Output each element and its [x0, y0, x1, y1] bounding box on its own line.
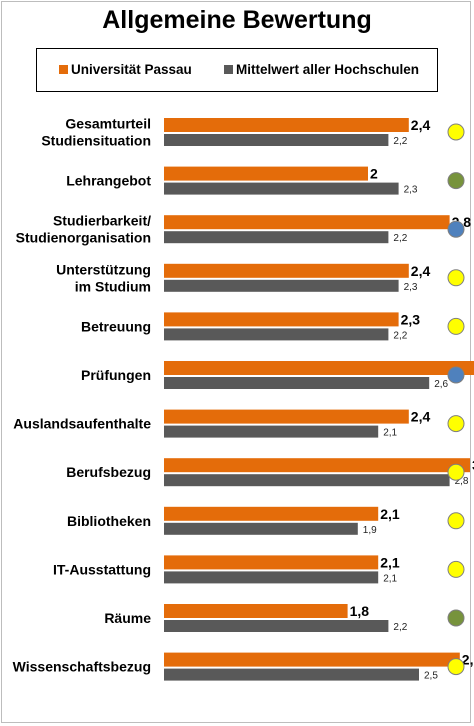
- category-label: IT-Ausstattung: [53, 561, 151, 577]
- bar-passau: [164, 652, 460, 667]
- bar-passau: [164, 361, 474, 375]
- rating-indicator-dot: [447, 560, 465, 578]
- rating-indicator-dot: [447, 220, 465, 238]
- bar-average: [164, 620, 389, 632]
- category-label: Wissenschaftsbezug: [13, 659, 151, 675]
- category-label: Studienorganisation: [16, 230, 151, 246]
- bar-passau: [164, 312, 399, 327]
- bar-average: [164, 279, 399, 292]
- category-label: Betreuung: [81, 318, 151, 334]
- data-label-average: 1,9: [363, 525, 377, 536]
- bar-average: [164, 522, 358, 535]
- bar-passau: [164, 506, 379, 521]
- bar-average: [164, 231, 389, 244]
- category-label: im Studium: [75, 278, 151, 294]
- data-label-average: 2,2: [393, 330, 407, 341]
- bar-passau: [164, 458, 470, 473]
- category-label: Prüfungen: [81, 367, 151, 383]
- data-label-passau: 2,4: [411, 117, 431, 133]
- data-label-average: 2,8: [455, 476, 469, 487]
- data-label-average: 2,2: [393, 136, 407, 147]
- data-label-average: 2,1: [383, 428, 397, 439]
- rating-indicator-dot: [447, 317, 465, 335]
- category-label: Bibliotheken: [67, 513, 151, 529]
- legend: Universität Passau Mittelwert aller Hoch…: [36, 48, 438, 92]
- data-label-passau: 3: [472, 457, 474, 473]
- bar-average: [164, 182, 399, 195]
- data-label-average: 2,2: [393, 233, 407, 244]
- data-label-passau: 2,4: [411, 263, 431, 279]
- rating-indicator-dot: [447, 123, 465, 141]
- data-label-passau: 1,8: [350, 603, 370, 619]
- bar-average: [164, 668, 419, 681]
- category-label: Lehrangebot: [66, 173, 151, 189]
- legend-item-passau: Universität Passau: [59, 62, 192, 77]
- data-label-passau: 2: [370, 166, 378, 182]
- bar-average: [164, 425, 379, 438]
- legend-swatch-average: [224, 65, 233, 74]
- rating-indicator-dot: [447, 609, 465, 627]
- data-label-average: 2,3: [404, 185, 418, 196]
- data-label-passau: 2,1: [380, 554, 400, 570]
- bar-average: [164, 134, 389, 146]
- category-label: Unterstützung: [56, 261, 151, 277]
- data-label-average: 2,2: [393, 622, 407, 633]
- data-label-average: 2,6: [434, 379, 448, 390]
- bar-average: [164, 328, 389, 341]
- bar-average: [164, 571, 379, 584]
- bar-passau: [164, 604, 348, 618]
- chart-title: Allgemeine Bewertung: [102, 6, 372, 34]
- legend-swatch-passau: [59, 65, 68, 74]
- legend-label-passau: Universität Passau: [71, 62, 192, 77]
- rating-indicator-dot: [447, 658, 465, 676]
- category-label: Räume: [104, 610, 151, 626]
- bar-average: [164, 474, 450, 487]
- rating-indicator-dot: [447, 269, 465, 287]
- data-label-passau: 2,1: [380, 506, 400, 522]
- bar-passau: [164, 409, 409, 424]
- rating-indicator-dot: [447, 366, 465, 384]
- bar-passau: [164, 555, 379, 570]
- bar-passau: [164, 118, 409, 132]
- rating-indicator-dot: [447, 463, 465, 481]
- legend-item-average: Mittelwert aller Hochschulen: [224, 62, 419, 77]
- data-label-passau: 2,4: [411, 409, 431, 425]
- bar-passau: [164, 263, 409, 278]
- data-label-passau: 2,9: [462, 652, 474, 668]
- category-label: Berufsbezug: [66, 464, 151, 480]
- category-label: Studierbarkeit/: [53, 213, 151, 229]
- data-label-average: 2,5: [424, 671, 438, 682]
- legend-label-average: Mittelwert aller Hochschulen: [236, 62, 420, 77]
- bar-passau: [164, 215, 450, 230]
- category-label: Auslandsaufenthalte: [13, 416, 151, 432]
- data-label-average: 2,3: [404, 282, 418, 293]
- data-label-average: 2,1: [383, 573, 397, 584]
- data-label-passau: 2,3: [401, 311, 421, 327]
- bar-passau: [164, 166, 368, 181]
- rating-indicator-dot: [447, 512, 465, 530]
- category-label: Studiensituation: [41, 133, 151, 149]
- category-label: Gesamturteil: [65, 116, 151, 132]
- bar-average: [164, 377, 430, 389]
- rating-indicator-dot: [447, 415, 465, 433]
- rating-indicator-dot: [447, 172, 465, 190]
